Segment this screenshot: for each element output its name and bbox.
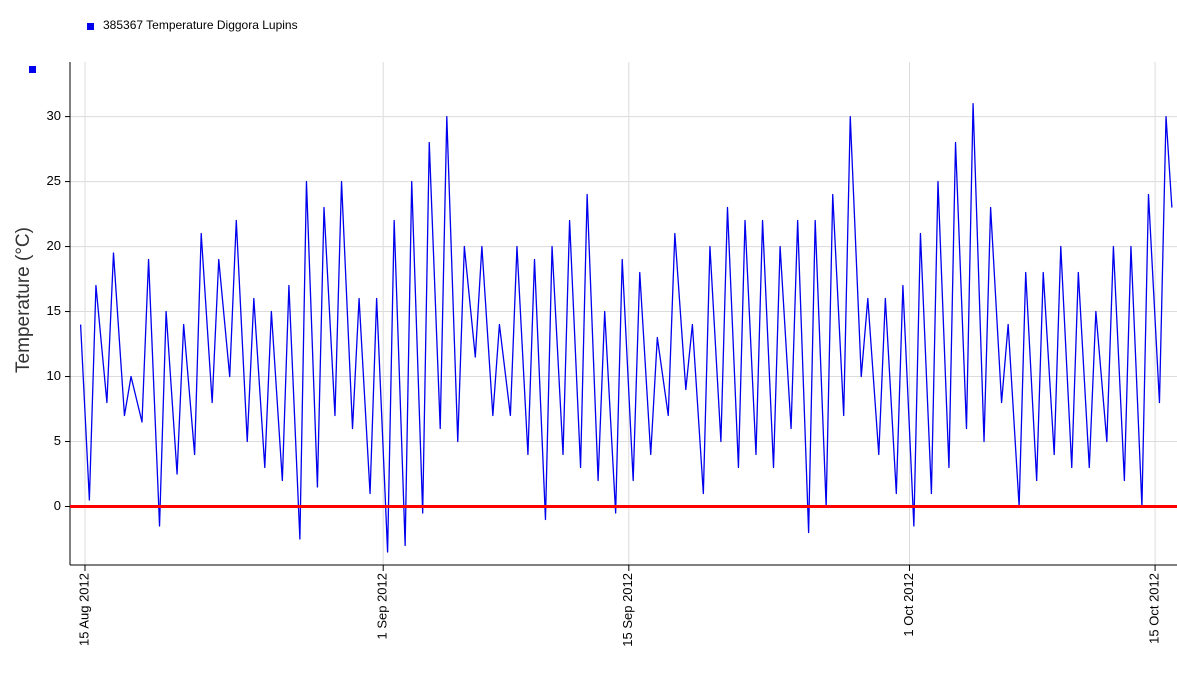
- y-tick-label: 15: [47, 303, 61, 318]
- x-tick-label: 1 Oct 2012: [901, 573, 916, 637]
- legend-label: 385367 Temperature Diggora Lupins: [103, 18, 298, 32]
- data-line: [79, 102, 1173, 553]
- y-tick-label: 25: [47, 173, 61, 188]
- y-tick-label: 10: [47, 368, 61, 383]
- y-tick-label: 0: [54, 498, 61, 513]
- y-axis-label: Temperature (°C): [13, 227, 34, 373]
- y-tick-label: 30: [47, 108, 61, 123]
- x-tick-label: 15 Oct 2012: [1147, 573, 1162, 644]
- y-tick-label: 20: [47, 238, 61, 253]
- axis-marker: [29, 66, 36, 73]
- x-tick-label: 15 Sep 2012: [620, 573, 635, 647]
- legend-swatch: [87, 23, 94, 30]
- x-tick-label: 15 Aug 2012: [76, 573, 91, 646]
- y-tick-label: 5: [54, 433, 61, 448]
- x-tick-label: 1 Sep 2012: [375, 573, 390, 640]
